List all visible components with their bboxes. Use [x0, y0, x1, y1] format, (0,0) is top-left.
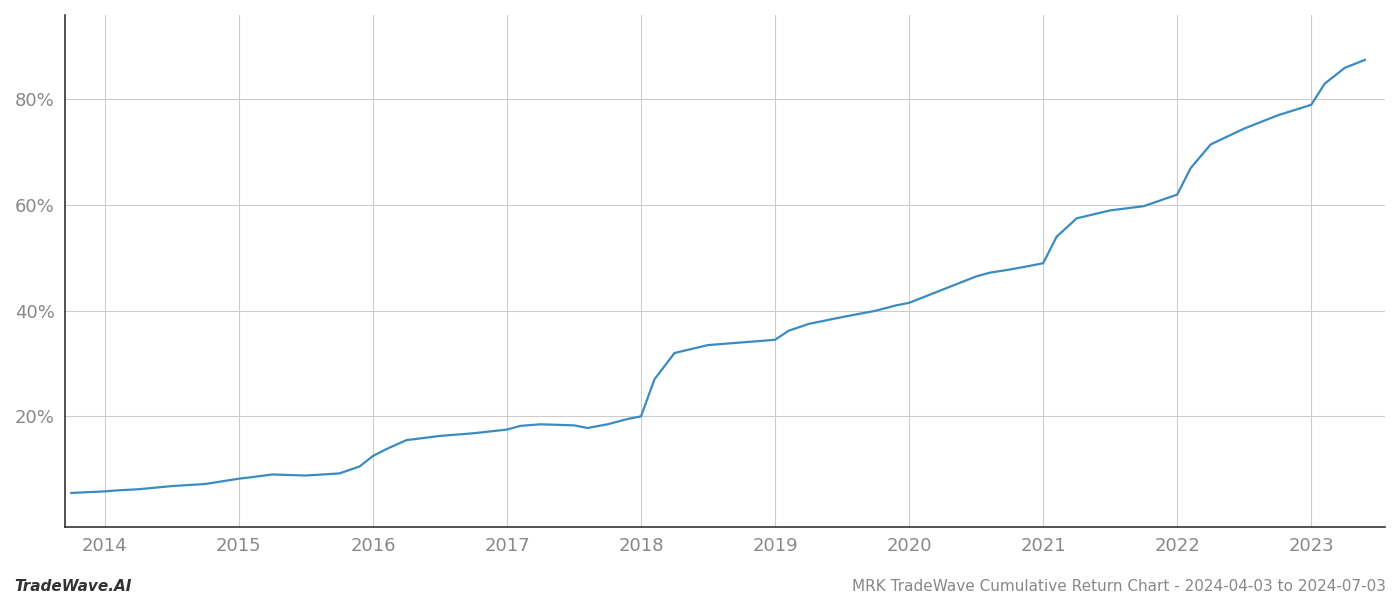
Text: TradeWave.AI: TradeWave.AI — [14, 579, 132, 594]
Text: MRK TradeWave Cumulative Return Chart - 2024-04-03 to 2024-07-03: MRK TradeWave Cumulative Return Chart - … — [853, 579, 1386, 594]
